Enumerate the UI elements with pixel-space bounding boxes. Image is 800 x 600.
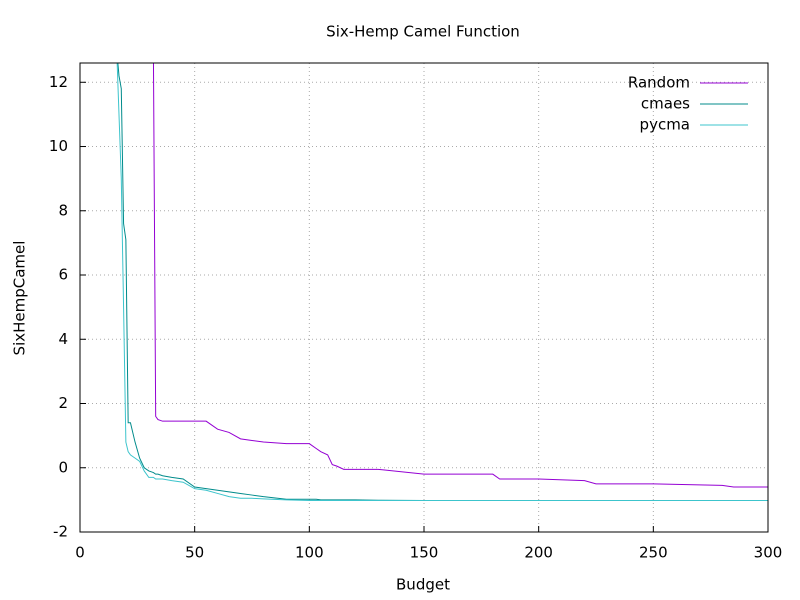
x-axis-label: Budget: [396, 576, 450, 594]
legend-label: pycma: [640, 116, 690, 134]
y-tick-label: 8: [58, 201, 68, 219]
x-tick-label: 100: [295, 544, 324, 562]
series-line: [117, 63, 431, 502]
legend-label: Random: [628, 74, 690, 92]
y-tick-label: 0: [58, 458, 68, 476]
y-tick-label: -2: [53, 523, 68, 541]
legend-label: cmaes: [641, 95, 690, 113]
x-tick-label: 200: [524, 544, 553, 562]
series-line: [116, 63, 768, 502]
y-tick-label: 2: [58, 394, 68, 412]
x-tick-label: 250: [639, 544, 668, 562]
chart-title: Six-Hemp Camel Function: [326, 23, 520, 41]
x-tick-label: 0: [75, 544, 85, 562]
y-tick-label: 12: [49, 73, 68, 91]
y-tick-label: 10: [49, 137, 68, 155]
series-line: [152, 63, 768, 488]
labels: 0 50 100 150 200 250 300 -2 0 2 4 6 8 10 12 Random cmaes…: [49, 73, 782, 562]
y-axis-label: SixHempCamel: [11, 241, 29, 356]
y-tick-label: 4: [58, 330, 68, 348]
x-tick-label: 300: [754, 544, 783, 562]
x-tick-label: 150: [410, 544, 439, 562]
plot-lines: [116, 63, 768, 502]
x-tick-label: 50: [185, 544, 204, 562]
y-tick-label: 6: [58, 266, 68, 284]
